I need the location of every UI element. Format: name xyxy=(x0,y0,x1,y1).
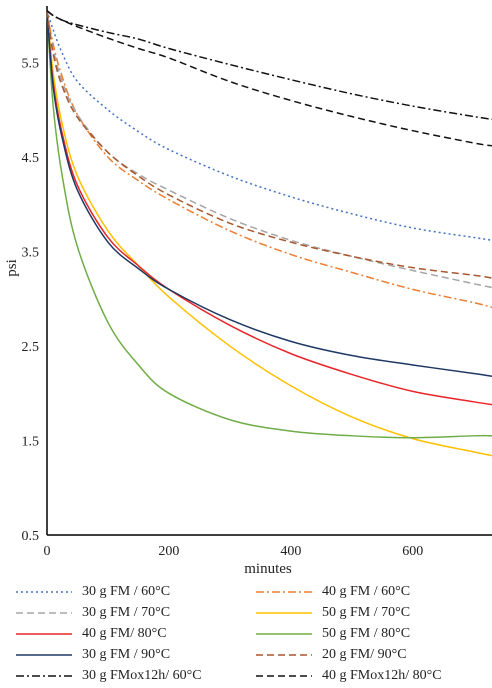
x-axis-label: minutes xyxy=(244,561,292,577)
legend-label: 30 g FMox12h/ 60°C xyxy=(82,668,202,683)
legend-swatch xyxy=(256,591,312,593)
x-tick-label: 200 xyxy=(158,544,179,559)
legend-item: 30 g FM / 90°C xyxy=(14,646,170,664)
series-line-10 xyxy=(46,10,492,147)
legend-label: 30 g FM / 60°C xyxy=(82,584,171,599)
series-line-4 xyxy=(46,10,492,457)
y-axis-label: psi xyxy=(4,259,20,277)
legend-item: 40 g FMox12h/ 80°C xyxy=(254,667,442,685)
series-line-8 xyxy=(46,10,492,279)
legend-label: 40 g FM / 60°C xyxy=(322,584,411,599)
legend-item: 50 g FM / 80°C xyxy=(254,625,410,643)
legend-label: 30 g FM / 90°C xyxy=(82,647,171,662)
series-line-9 xyxy=(46,10,492,121)
legend-label: 40 g FMox12h/ 80°C xyxy=(322,668,442,683)
legend-item: 20 g FM/ 90°C xyxy=(254,646,407,664)
x-tick-label: 600 xyxy=(402,544,423,559)
legend-swatch xyxy=(16,591,72,593)
x-tick-label: 0 xyxy=(44,544,51,559)
chart: 0.5 1.5 2.5 3.5 4.5 5.5 0 200 400 600 minutes psi xyxy=(4,6,492,577)
legend-label: 40 g FM/ 80°C xyxy=(82,626,167,641)
legend-swatch xyxy=(16,675,72,677)
legend-item: 40 g FM / 60°C xyxy=(254,583,410,601)
legend-swatch xyxy=(256,675,312,677)
series-line-7 xyxy=(46,10,492,378)
y-tick-label: 4.5 xyxy=(22,151,40,166)
series-line-5 xyxy=(46,10,492,406)
legend-label: 50 g FM / 70°C xyxy=(322,605,411,620)
series-layer xyxy=(46,10,492,457)
y-tick-label: 0.5 xyxy=(22,529,40,544)
y-tick-label: 5.5 xyxy=(22,57,40,72)
series-line-6 xyxy=(46,10,492,439)
tick-labels: 0.5 1.5 2.5 3.5 4.5 5.5 0 200 400 600 xyxy=(22,57,424,559)
series-line-2 xyxy=(46,10,492,309)
y-tick-label: 3.5 xyxy=(22,246,40,261)
series-line-1 xyxy=(46,10,492,242)
legend-swatch xyxy=(256,612,312,614)
legend-label: 30 g FM / 70°C xyxy=(82,605,171,620)
y-tick-label: 2.5 xyxy=(22,340,40,355)
legend-item: 50 g FM / 70°C xyxy=(254,604,410,622)
legend-item: 40 g FM/ 80°C xyxy=(14,625,167,643)
legend-swatch xyxy=(16,633,72,635)
series-line-3 xyxy=(46,10,492,289)
legend-swatch xyxy=(256,633,312,635)
legend-swatch xyxy=(16,612,72,614)
y-tick-label: 1.5 xyxy=(22,435,40,450)
x-tick-label: 400 xyxy=(280,544,301,559)
legend-item: 30 g FM / 60°C xyxy=(14,583,170,601)
legend-item: 30 g FMox12h/ 60°C xyxy=(14,667,202,685)
axes xyxy=(46,6,492,536)
legend-swatch xyxy=(16,654,72,656)
legend-swatch xyxy=(256,654,312,656)
legend-item: 30 g FM / 70°C xyxy=(14,604,170,622)
legend-label: 20 g FM/ 90°C xyxy=(322,647,407,662)
legend-label: 50 g FM / 80°C xyxy=(322,626,411,641)
